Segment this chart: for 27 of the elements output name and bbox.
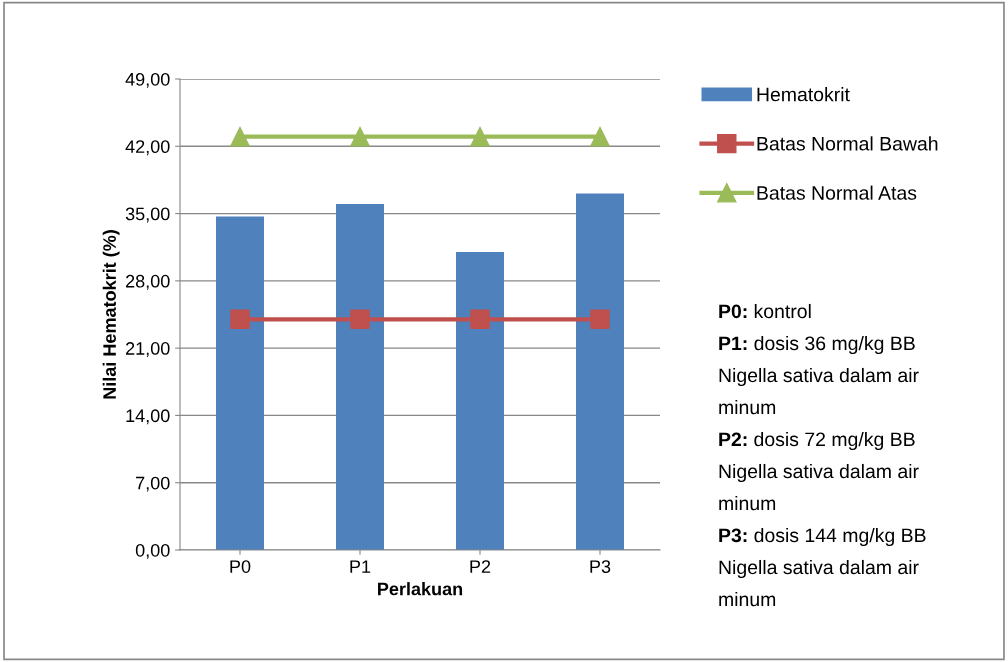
legend-label: Batas Normal Atas [757,185,917,200]
text: minum [719,495,776,511]
x-tick-label: P3 [590,560,611,573]
text: P2: dosis 72 mg/kg BB [719,431,915,451]
text: P0: kontrol [719,303,811,319]
y-tick-label: 7,00 [136,476,170,492]
y-tick-label: 35,00 [125,207,170,223]
y-tick-label: 42,00 [125,140,170,156]
y-tick-label: 0,00 [135,543,170,559]
text: Nigella sativa dalam air [719,463,919,483]
x-tick-label: P0 [230,560,251,573]
y-axis-title: Nilai Hematokrit (%) [102,230,120,399]
legend-label: Batas Normal Bawah [757,136,938,151]
y-tick-label: 49,00 [125,72,170,88]
legend-label: Hematokrit [757,87,850,102]
x-tick-label: P2 [470,560,491,573]
y-tick-label: 28,00 [126,274,170,290]
text: Nigella sativa dalam air [719,559,919,579]
x-axis-title: Perlakuan [378,582,463,596]
x-tick-label: P1 [350,560,371,573]
text: P1: dosis 36 mg/kg BB [719,335,915,355]
text: P3: dosis 144 mg/kg BB [719,527,926,547]
y-tick-label: 14,00 [126,409,170,425]
y-tick-label: 21,00 [126,342,170,357]
text: minum [719,591,776,607]
text: Nigella sativa dalam air [719,367,919,387]
text: minum [719,399,776,415]
